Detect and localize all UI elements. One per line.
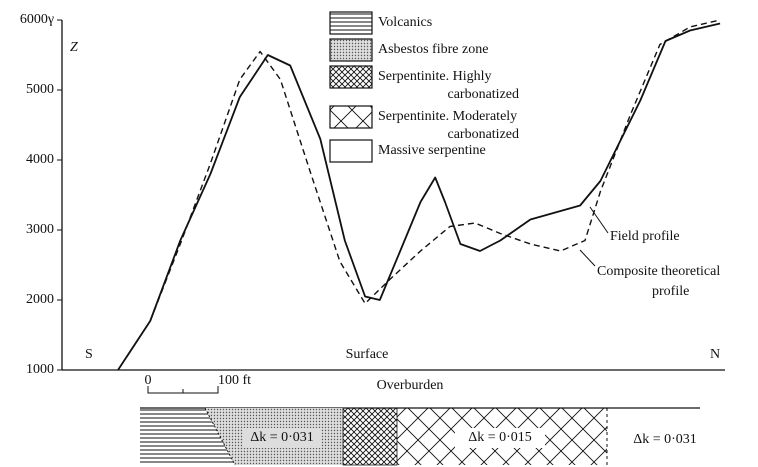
section-label: Δk = 0·015: [468, 430, 532, 445]
legend-label: Massive serpentine: [378, 143, 486, 158]
section-label: Δk = 0·031: [250, 430, 314, 445]
legend-swatch: [329, 65, 373, 89]
legend-swatch: [329, 38, 373, 62]
legend-swatch: [329, 139, 373, 163]
overburden-label: Overburden: [377, 378, 444, 393]
boundary: [204, 407, 236, 466]
scale-label: 100 ft: [218, 373, 251, 388]
arrow: [589, 206, 609, 234]
y-tick-label: 5000: [26, 82, 54, 97]
y-tick-label: 1000: [26, 362, 54, 377]
label-bg: [243, 428, 321, 448]
surface-label: Surface: [346, 347, 389, 362]
scale-label: 0: [145, 373, 152, 388]
arrow: [579, 249, 596, 267]
volcanics: [140, 408, 235, 465]
scale-bar: [147, 386, 219, 394]
south-label: S: [85, 347, 93, 362]
y-tick-label: 3000: [26, 222, 54, 237]
y-tick-label: 4000: [26, 152, 54, 167]
y-tick-label: 6000γ: [20, 12, 54, 27]
annotation: Composite theoretical: [597, 264, 720, 279]
y-tick-label: 2000: [26, 292, 54, 307]
profile-line: [149, 19, 721, 322]
legend-label: carbonatized: [447, 87, 519, 102]
section-label: Δk = 0·031: [633, 432, 697, 447]
annotation: profile: [652, 284, 689, 299]
annotation: Field profile: [610, 229, 680, 244]
legend-label: Serpentinite. Moderately: [378, 109, 517, 124]
north-label: N: [710, 347, 720, 362]
legend-swatch: [329, 105, 373, 129]
legend-label: Asbestos fibre zone: [378, 42, 488, 57]
profile-line: [117, 22, 721, 371]
highly-carbonatized: [342, 407, 398, 466]
label-bg: [455, 428, 545, 448]
legend-swatch: [329, 11, 373, 35]
y-label: Z: [70, 40, 78, 55]
legend-label: carbonatized: [447, 127, 519, 142]
legend-label: Volcanics: [378, 15, 432, 30]
legend-label: Serpentinite. Highly: [378, 69, 492, 84]
